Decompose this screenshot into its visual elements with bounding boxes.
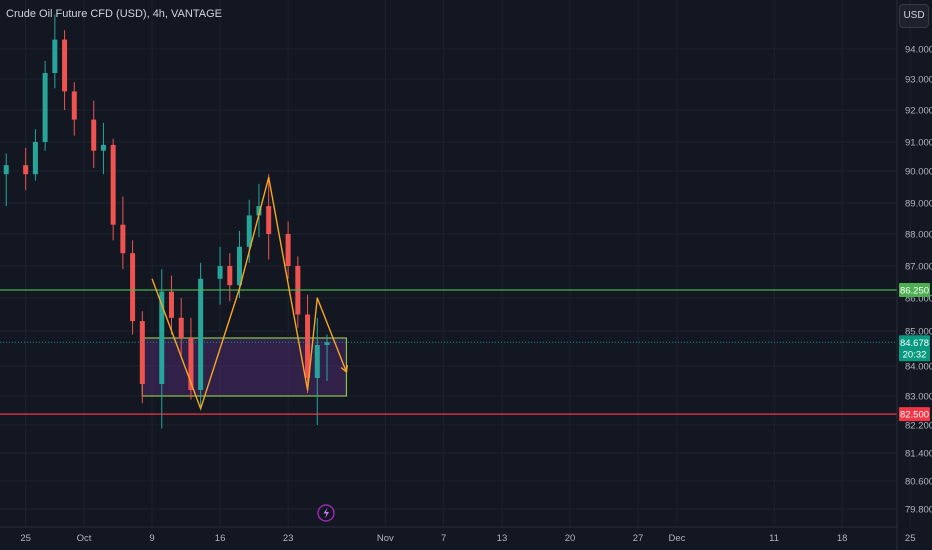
candle-body [159, 291, 165, 384]
candle-body [91, 119, 97, 151]
date-tick-label: 9 [149, 533, 154, 544]
candle-body [130, 253, 136, 322]
price-tick-label: 92.000 [905, 106, 932, 117]
level-price-tag [899, 283, 930, 297]
date-tick-label: Dec [668, 533, 685, 544]
price-tick-label: 81.400 [905, 449, 932, 460]
price-tick-label: 79.800 [905, 505, 932, 516]
date-tick-label: 23 [283, 533, 294, 544]
candle-body [188, 338, 194, 390]
last-price-tag [899, 335, 930, 362]
candle-body [217, 266, 223, 279]
candle-body [305, 314, 311, 378]
price-axis[interactable]: 94.000 93.000 92.000 91.000 90.000 89.000 88.0… [905, 45, 932, 516]
candlestick-series [3, 14, 330, 429]
candle-body [314, 345, 320, 378]
candle-body [227, 266, 233, 286]
candle-body [266, 206, 272, 234]
candle-body [71, 91, 77, 120]
candle-body [32, 142, 38, 175]
price-tick-label: 82.200 [905, 421, 932, 432]
candle-body [168, 291, 174, 318]
candle-body [256, 206, 262, 216]
candle-body [100, 144, 106, 151]
date-tick-label: Nov [377, 533, 394, 544]
date-tick-label: Oct [77, 533, 92, 544]
candle-body [110, 144, 116, 225]
price-tick-label: 85.000 [905, 327, 932, 338]
candle-body [52, 39, 58, 73]
pattern-drawing[interactable] [151, 176, 349, 410]
candle-body [237, 246, 243, 286]
candle-body [3, 165, 9, 175]
price-tick-label: 86.000 [905, 294, 932, 305]
price-tick-label: 80.600 [905, 477, 932, 488]
countdown-label: 20:32 [903, 349, 927, 360]
level-price-tag [899, 407, 930, 422]
candle-body [23, 165, 29, 175]
price-tick-label: 87.000 [905, 262, 932, 273]
date-tick-label: 11 [769, 533, 779, 544]
candle-body [285, 234, 291, 266]
last-price-label: 84.678 [900, 338, 929, 349]
date-tick-label: 25 [905, 533, 916, 544]
price-tick-label: 90.000 [905, 167, 932, 178]
lightning-icon[interactable] [317, 504, 335, 522]
candle-body [62, 39, 68, 92]
date-tick-label: 18 [837, 533, 848, 544]
currency-button[interactable]: USD [899, 4, 929, 28]
price-tick-label: 91.000 [905, 138, 932, 149]
pattern-arrowhead [340, 364, 349, 374]
price-tick-label: 94.000 [905, 45, 932, 56]
candle-body [246, 215, 252, 247]
horizontal-levels[interactable] [0, 289, 897, 415]
candle-body [178, 317, 184, 338]
chart-title: Crude Oil Future CFD (USD), 4h, VANTAGE [6, 8, 222, 20]
level-price-label: 82.500 [900, 410, 929, 421]
date-tick-label: 20 [565, 533, 576, 544]
price-tick-label: 89.000 [905, 199, 932, 210]
price-tick-label: 84.000 [905, 362, 932, 373]
date-tick-label: 27 [633, 533, 644, 544]
price-tick-label: 88.000 [905, 230, 932, 241]
price-tick-label: 93.000 [905, 75, 932, 86]
date-tick-label: 25 [20, 533, 31, 544]
candle-body [139, 321, 145, 384]
candle-body [120, 224, 126, 254]
date-tick-label: 13 [497, 533, 508, 544]
level-price-label: 86.250 [900, 286, 929, 297]
price-tick-label: 83.000 [905, 392, 932, 403]
candle-body [324, 342, 330, 345]
date-tick-label: 7 [441, 533, 446, 544]
candle-body [198, 278, 204, 390]
time-axis[interactable]: 25 Oct 9 16 23 Nov 7 13 20 27 Dec 11 18 25 [20, 533, 915, 544]
candle-body [42, 73, 48, 142]
pattern-zigzag-line[interactable] [151, 176, 348, 410]
date-tick-label: 16 [215, 533, 226, 544]
